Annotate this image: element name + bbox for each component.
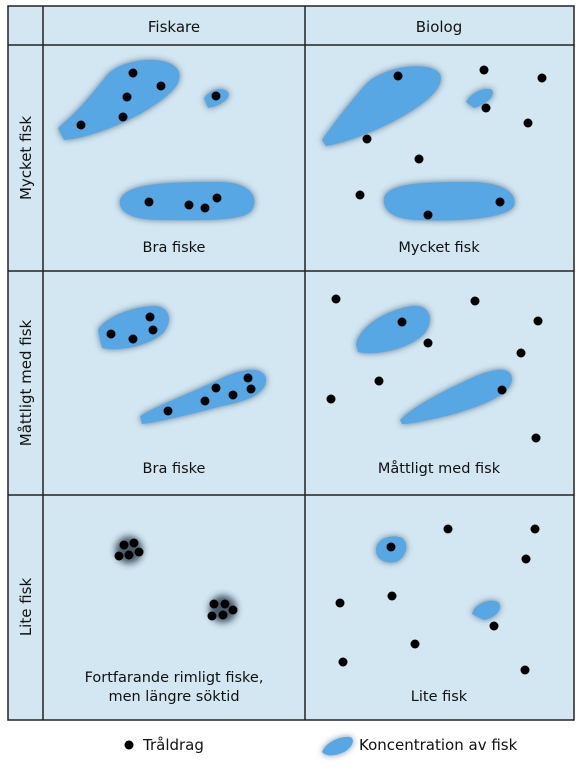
haul-dot: [520, 665, 530, 675]
legend-fish-concentration-icon: [322, 736, 353, 756]
legend-haul-label: Tråldrag: [142, 736, 204, 754]
haul-dot: [144, 197, 154, 207]
haul-dot: [218, 610, 228, 620]
haul-dot: [481, 103, 491, 113]
haul-dot: [410, 639, 420, 649]
column-header-fiskare: Fiskare: [148, 18, 200, 36]
haul-dot: [129, 538, 139, 548]
haul-dot: [119, 540, 129, 550]
haul-dot: [443, 524, 453, 534]
fish-concentration: [58, 59, 180, 140]
haul-dot: [122, 92, 132, 102]
cell-r0c1: [322, 65, 547, 221]
row-header-lite-fisk: Lite fisk: [17, 578, 35, 637]
row-header-mycket-fisk: Mycket fisk: [17, 116, 35, 200]
haul-dot: [128, 334, 138, 344]
haul-dot: [326, 394, 336, 404]
legend-concentration-label: Koncentration av fisk: [359, 736, 518, 754]
haul-dot: [228, 390, 238, 400]
haul-dot: [207, 611, 217, 621]
caption-r2c0-line2: men längre söktid: [108, 689, 239, 705]
haul-dot: [530, 524, 540, 534]
fish-concentration: [472, 600, 501, 620]
haul-dot: [497, 385, 507, 395]
fish-concentration: [383, 182, 515, 221]
fish-concentration: [466, 88, 493, 108]
haul-dot: [516, 348, 526, 358]
column-header-biolog: Biolog: [416, 18, 463, 36]
haul-dot: [489, 621, 499, 631]
haul-dot: [537, 73, 547, 83]
haul-dot: [134, 547, 144, 557]
haul-dot: [156, 81, 166, 91]
haul-dot: [114, 551, 124, 561]
caption-r0c0: Bra fiske: [143, 240, 206, 256]
haul-dot: [414, 154, 424, 164]
fish-concentration: [322, 66, 441, 146]
haul-dot: [374, 376, 384, 386]
haul-dot: [397, 317, 407, 327]
haul-dot: [145, 312, 155, 322]
haul-dot: [163, 406, 173, 416]
haul-dot: [228, 605, 238, 615]
haul-dot: [423, 338, 433, 348]
haul-dot: [386, 542, 396, 552]
haul-dot: [148, 325, 158, 335]
haul-dot: [393, 71, 403, 81]
cell-r1c0: [98, 306, 267, 424]
haul-dot: [523, 118, 533, 128]
haul-dot: [212, 193, 222, 203]
cell-r1c1: [326, 294, 543, 443]
caption-r0c1: Mycket fisk: [398, 240, 480, 256]
haul-dot: [362, 134, 372, 144]
haul-dot: [495, 197, 505, 207]
cell-r0c0: [58, 59, 255, 221]
haul-dot: [338, 657, 348, 667]
haul-dot: [200, 396, 210, 406]
grid-lines: [7, 5, 575, 721]
haul-dot: [211, 91, 221, 101]
haul-dot: [220, 599, 230, 609]
row-header-mattligt-med-fisk: Måttligt med fisk: [17, 319, 35, 446]
haul-dot: [209, 599, 219, 609]
haul-dot: [184, 200, 194, 210]
haul-dot: [200, 203, 210, 213]
legend-haul-dot: [124, 740, 134, 750]
legend: Tråldrag Koncentration av fisk: [124, 736, 518, 756]
haul-dot: [470, 296, 480, 306]
haul-dot: [355, 190, 365, 200]
haul-dot: [531, 433, 541, 443]
cell-r2c1: [335, 524, 540, 675]
haul-dot: [128, 68, 138, 78]
haul-dot: [423, 210, 433, 220]
caption-r2c1: Lite fisk: [411, 689, 468, 705]
haul-dot: [533, 316, 543, 326]
haul-dot: [246, 384, 256, 394]
haul-dot: [118, 112, 128, 122]
haul-dot: [106, 329, 116, 339]
haul-dot: [331, 294, 341, 304]
haul-dot: [521, 554, 531, 564]
cell-r2c0: [114, 536, 238, 623]
haul-dot: [76, 120, 86, 130]
fish-concentration: [400, 369, 512, 424]
caption-r2c0-line1: Fortfarande rimligt fiske,: [85, 670, 264, 686]
haul-dot: [387, 591, 397, 601]
haul-dot: [479, 65, 489, 75]
haul-dot: [124, 550, 134, 560]
caption-r1c1: Måttligt med fisk: [378, 460, 501, 477]
haul-dot: [243, 373, 253, 383]
haul-dot: [335, 598, 345, 608]
haul-dot: [211, 383, 221, 393]
fish-concentration: [356, 305, 430, 354]
caption-r1c0: Bra fiske: [143, 461, 206, 477]
